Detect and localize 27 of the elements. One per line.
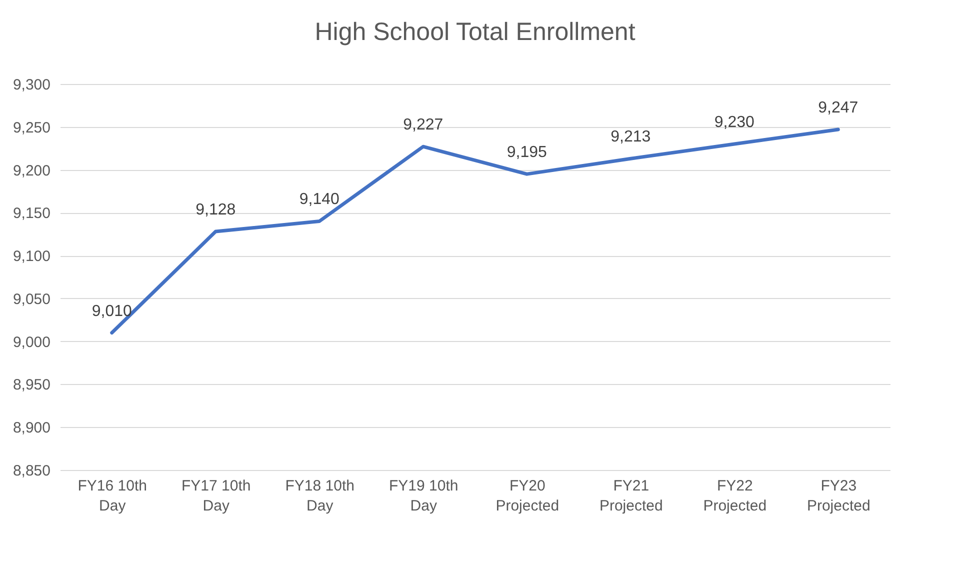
data-label: 9,128 <box>196 202 236 219</box>
y-tick-label: 9,100 <box>12 248 50 266</box>
y-tick-label: 8,900 <box>12 420 50 437</box>
x-tick-label: FY18 10th Day <box>285 478 354 514</box>
y-tick-label: 8,950 <box>12 376 50 394</box>
x-tick-label: FY16 10th Day <box>78 478 147 514</box>
x-tick-label: FY23 Projected <box>806 478 870 514</box>
data-label: 9,213 <box>610 128 651 146</box>
y-tick-label: 9,000 <box>12 334 50 351</box>
y-tick-label: 9,200 <box>12 162 50 180</box>
data-label: 9,140 <box>299 191 340 208</box>
y-tick-label: 9,300 <box>12 76 50 94</box>
y-tick-label: 8,850 <box>12 462 50 480</box>
x-tick-label: FY21 Projected <box>599 478 663 514</box>
x-tick-label: FY22 Projected <box>703 478 767 514</box>
data-label: 9,230 <box>714 114 754 132</box>
y-tick-label: 9,250 <box>12 119 50 136</box>
data-label: 9,010 <box>92 302 132 320</box>
y-tick-label: 9,150 <box>12 205 50 222</box>
x-tick-label: FY19 10th Day <box>389 478 458 514</box>
chart-title: High School Total Enrollment <box>314 18 636 46</box>
x-tick-label: FY17 10th Day <box>182 478 251 514</box>
data-label: 9,195 <box>506 144 547 162</box>
data-label: 9,227 <box>403 116 444 134</box>
data-label: 9,247 <box>818 99 858 116</box>
x-tick-label: FY20 Projected <box>496 478 560 514</box>
y-tick-label: 9,050 <box>12 290 50 308</box>
